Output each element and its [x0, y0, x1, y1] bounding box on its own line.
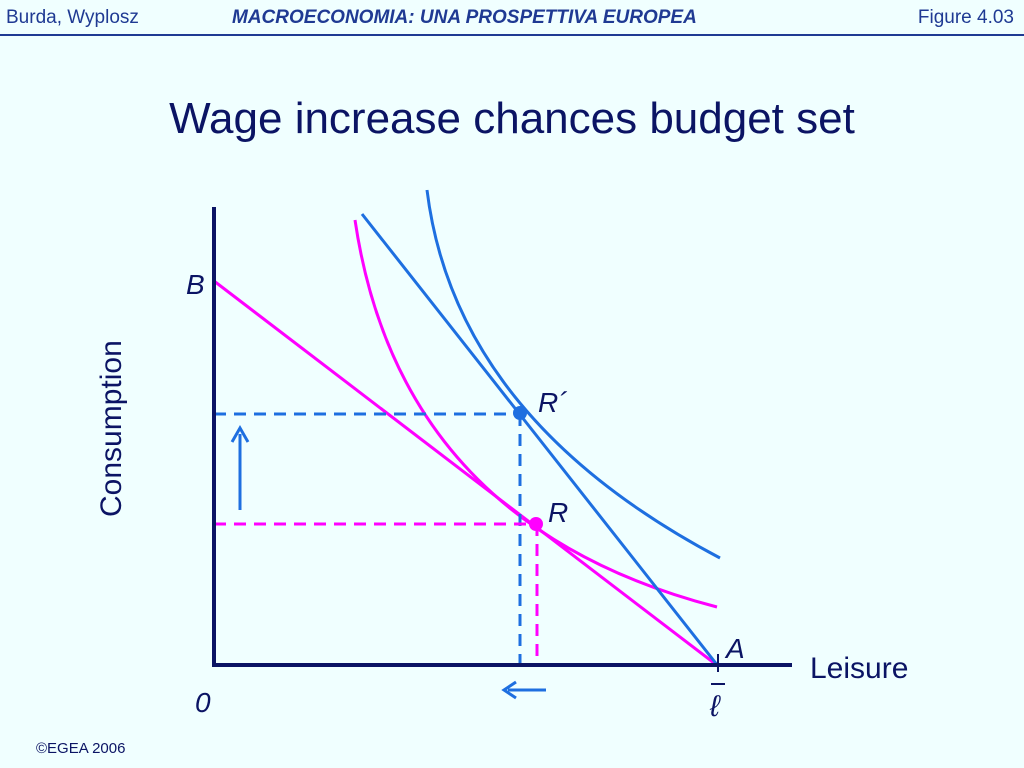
- slide-header: Burda, Wyplosz MACROECONOMIA: UNA PROSPE…: [0, 0, 1024, 36]
- y-axis-label: Consumption: [95, 340, 128, 517]
- header-figure-ref: Figure 4.03: [917, 7, 1014, 28]
- leisure-left-arrowhead: [501, 680, 517, 700]
- new-indifference-curve: [425, 189, 721, 560]
- old-indifference-curve: [353, 219, 718, 609]
- label-origin: 0: [195, 687, 211, 718]
- label-b: B: [186, 269, 205, 300]
- label-a: A: [724, 633, 745, 664]
- point-r-dot: [529, 517, 543, 531]
- label-r: R: [548, 497, 568, 528]
- slide-footer: ©EGEA 2006: [36, 740, 126, 757]
- label-r-prime: R´: [538, 387, 568, 418]
- point-r-prime-dot: [513, 406, 527, 420]
- label-lbar: ℓ: [709, 690, 721, 723]
- header-book-title: MACROECONOMIA: UNA PROSPETTIVA EUROPEA: [232, 7, 697, 28]
- slide-title: Wage increase chances budget set: [169, 94, 855, 143]
- header-divider: [0, 34, 1024, 36]
- new-budget-line: [360, 213, 720, 667]
- consumption-up-arrowhead: [230, 424, 250, 443]
- header-authors: Burda, Wyplosz: [6, 7, 139, 28]
- old-budget-line: [213, 279, 719, 668]
- x-axis-label: Leisure: [810, 652, 908, 685]
